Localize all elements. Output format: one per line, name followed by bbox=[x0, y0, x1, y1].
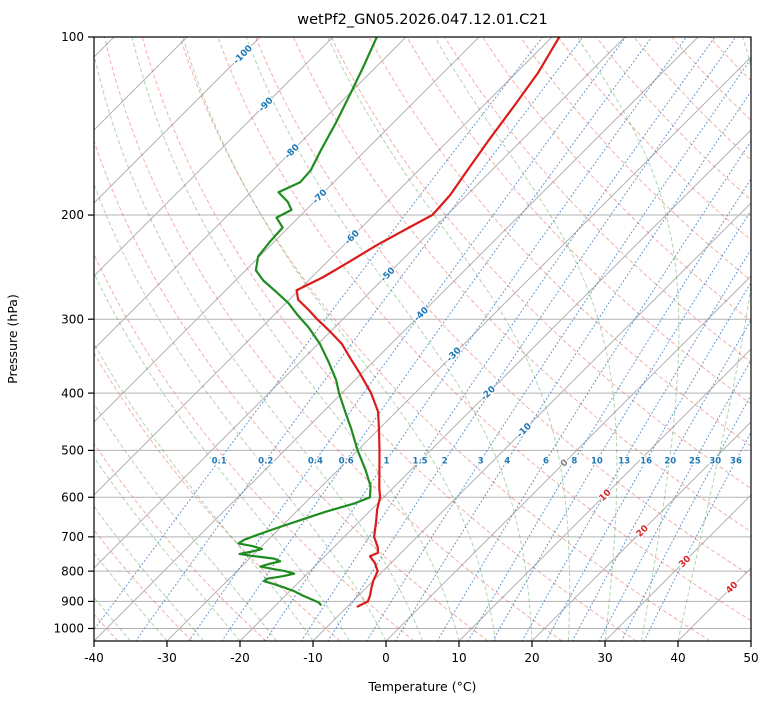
svg-text:16: 16 bbox=[640, 456, 652, 466]
svg-text:30: 30 bbox=[709, 456, 721, 466]
svg-text:3: 3 bbox=[478, 456, 484, 466]
svg-text:1000: 1000 bbox=[53, 622, 84, 636]
svg-text:-20: -20 bbox=[230, 651, 250, 665]
x-axis-label: Temperature (°C) bbox=[368, 679, 477, 694]
svg-text:700: 700 bbox=[61, 530, 84, 544]
svg-text:25: 25 bbox=[689, 456, 701, 466]
svg-text:600: 600 bbox=[61, 490, 84, 504]
svg-text:0.6: 0.6 bbox=[339, 456, 354, 466]
svg-text:4: 4 bbox=[504, 456, 510, 466]
chart-title: wetPf2_GN05.2026.047.12.01.C21 bbox=[297, 12, 547, 28]
svg-text:13: 13 bbox=[618, 456, 630, 466]
svg-text:0: 0 bbox=[382, 651, 390, 665]
svg-text:6: 6 bbox=[543, 456, 549, 466]
svg-text:2: 2 bbox=[442, 456, 448, 466]
svg-text:0.1: 0.1 bbox=[212, 456, 227, 466]
svg-text:800: 800 bbox=[61, 564, 84, 578]
svg-text:36: 36 bbox=[730, 456, 742, 466]
svg-text:500: 500 bbox=[61, 444, 84, 458]
svg-text:300: 300 bbox=[61, 312, 84, 326]
svg-text:0.4: 0.4 bbox=[308, 456, 323, 466]
svg-text:1.5: 1.5 bbox=[413, 456, 428, 466]
svg-text:50: 50 bbox=[743, 651, 758, 665]
svg-text:8: 8 bbox=[571, 456, 577, 466]
svg-text:-10: -10 bbox=[303, 651, 323, 665]
svg-text:10: 10 bbox=[451, 651, 466, 665]
svg-text:900: 900 bbox=[61, 595, 84, 609]
svg-text:40: 40 bbox=[670, 651, 685, 665]
svg-text:-30: -30 bbox=[157, 651, 177, 665]
svg-text:200: 200 bbox=[61, 208, 84, 222]
svg-text:400: 400 bbox=[61, 386, 84, 400]
y-axis-label: Pressure (hPa) bbox=[5, 294, 20, 384]
svg-text:20: 20 bbox=[524, 651, 539, 665]
svg-text:20: 20 bbox=[664, 456, 676, 466]
svg-text:100: 100 bbox=[61, 30, 84, 44]
svg-text:10: 10 bbox=[591, 456, 603, 466]
svg-text:1: 1 bbox=[384, 456, 390, 466]
svg-text:30: 30 bbox=[597, 651, 612, 665]
svg-text:-40: -40 bbox=[84, 651, 104, 665]
svg-text:0.2: 0.2 bbox=[258, 456, 273, 466]
